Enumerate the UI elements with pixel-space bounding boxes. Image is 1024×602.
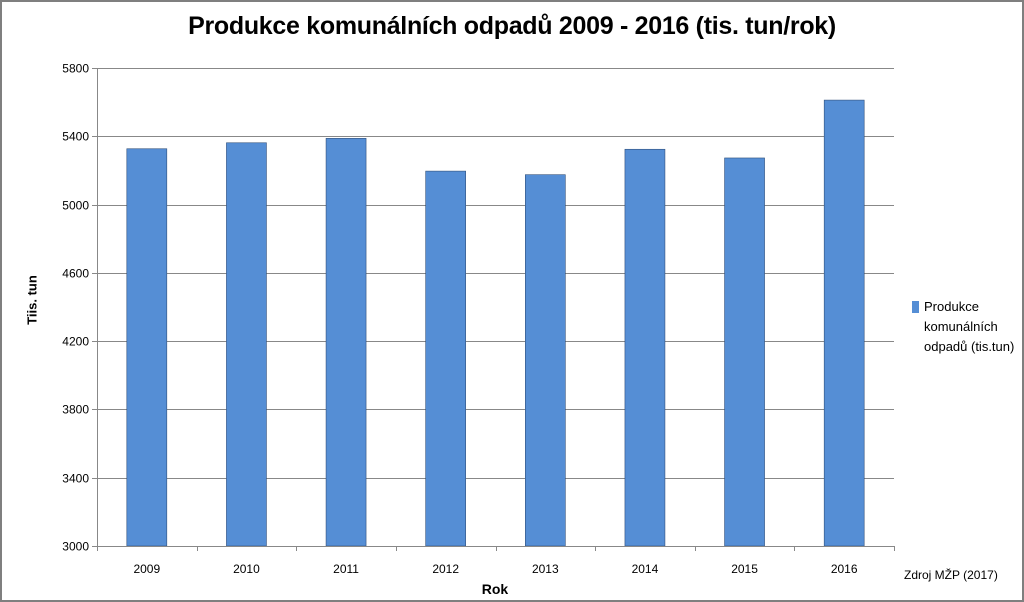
x-tick-label-2012: 2012 [432, 562, 459, 576]
bar-2012 [425, 170, 466, 547]
bar-2015 [724, 157, 765, 547]
bars [126, 99, 865, 547]
legend-swatch [912, 301, 919, 313]
y-tick-label: 4600 [62, 267, 89, 281]
y-tick-label: 5400 [62, 130, 89, 144]
x-tick-label-2013: 2013 [532, 562, 559, 576]
bar-2016 [823, 99, 865, 547]
legend-label: Produkce komunálních odpadů (tis.tun) [924, 299, 1015, 354]
x-axis-title: Rok [481, 581, 509, 597]
axes [92, 68, 895, 551]
bar-2009 [126, 148, 168, 547]
x-tick-label-2011: 2011 [333, 562, 359, 576]
tick-labels: 3000 3400 3800 4200 4600 5000 5400 5800 2009 2010… [62, 62, 858, 577]
bar-2014 [624, 148, 666, 547]
bar-2013 [525, 174, 566, 547]
y-tick-label: 3400 [62, 472, 89, 486]
x-tick-label-2009: 2009 [133, 562, 160, 576]
y-tick-label: 5000 [62, 199, 89, 213]
y-tick-label: 5800 [62, 62, 89, 76]
y-tick-label: 3000 [62, 540, 89, 554]
gridlines [97, 68, 894, 479]
x-tick-label-2010: 2010 [233, 562, 260, 576]
x-tick-label-2014: 2014 [632, 562, 659, 576]
y-axis-title: Tiis. tun [24, 275, 40, 325]
source-note: Zdroj MŽP (2017) [904, 568, 998, 582]
y-tick-label: 4200 [62, 335, 89, 349]
x-tick-label-2016: 2016 [831, 562, 858, 576]
x-tick-label-2015: 2015 [731, 562, 758, 576]
y-tick-label: 3800 [62, 403, 89, 417]
bar-2011 [325, 138, 367, 547]
chart-title: Produkce komunálních odpadů 2009 - 2016 … [188, 12, 836, 40]
bar-2010 [226, 142, 267, 547]
